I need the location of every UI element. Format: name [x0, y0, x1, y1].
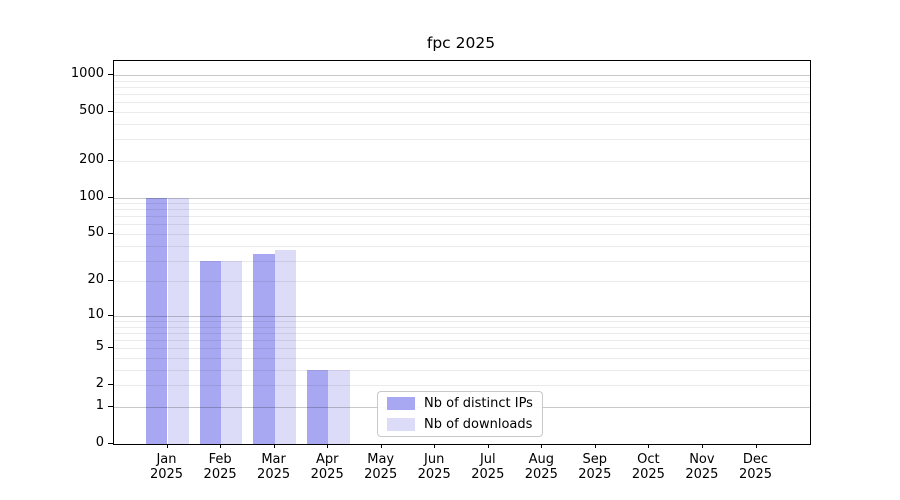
x-tick-label-jan: Jan 2025 — [149, 452, 184, 482]
x-tick-mark — [166, 444, 168, 448]
y-tick-mark — [108, 384, 113, 386]
y-tick-mark — [108, 233, 113, 234]
y-tick-label: 100 — [79, 188, 104, 204]
y-tick-mark — [108, 159, 113, 161]
y-tick-label: 0 — [95, 435, 104, 450]
legend-swatch-downloads — [387, 418, 415, 431]
y-tick-mark — [108, 280, 113, 282]
x-tick-label-dec: Dec 2025 — [738, 452, 773, 482]
x-tick-mark — [380, 444, 382, 448]
y-tick-label: 500 — [79, 102, 104, 118]
bar-apr-distinct-ips — [306, 369, 329, 444]
x-tick-label-apr: Apr 2025 — [310, 452, 344, 482]
x-tick-label-aug: Aug 2025 — [524, 452, 558, 482]
x-tick-mark — [648, 444, 650, 448]
legend-swatch-distinct-ips — [387, 397, 415, 410]
x-tick-label-jun: Jun 2025 — [417, 452, 451, 482]
x-tick-mark — [701, 444, 703, 448]
x-tick-mark — [220, 444, 222, 448]
x-tick-label-jul: Jul 2025 — [471, 452, 505, 482]
x-tick-mark — [487, 444, 489, 448]
legend: Nb of distinct IPs Nb of downloads — [377, 391, 543, 437]
legend-entry: Nb of distinct IPs — [387, 395, 533, 411]
legend-entry: Nb of downloads — [387, 416, 533, 432]
x-tick-mark — [273, 444, 275, 448]
x-tick-mark — [541, 444, 543, 448]
bar-feb-distinct-ips — [199, 260, 222, 444]
bar-jan-distinct-ips — [146, 197, 168, 444]
bar-feb-downloads — [221, 260, 243, 444]
y-tick-label: 1000 — [70, 65, 104, 81]
y-tick-mark — [108, 314, 113, 316]
bar-mar-downloads — [274, 249, 296, 444]
y-tick-label: 10 — [87, 306, 104, 322]
y-tick-mark — [108, 347, 113, 349]
y-tick-mark — [108, 110, 113, 112]
legend-label: Nb of downloads — [424, 416, 533, 432]
y-tick-label: 1 — [95, 398, 104, 413]
y-tick-label: 200 — [79, 151, 104, 167]
chart-title: fpc 2025 — [426, 34, 496, 52]
x-tick-label-mar: Mar 2025 — [257, 452, 291, 482]
x-tick-mark — [594, 444, 596, 448]
legend-label: Nb of distinct IPs — [424, 395, 533, 411]
bar-apr-downloads — [328, 369, 350, 444]
plot-area — [113, 60, 811, 445]
x-tick-label-sep: Sep 2025 — [578, 452, 612, 482]
bars-layer — [114, 61, 810, 444]
y-tick-label: 20 — [87, 272, 104, 288]
x-tick-label-nov: Nov 2025 — [685, 452, 719, 482]
y-tick-mark — [108, 73, 113, 75]
y-tick-label: 5 — [95, 339, 104, 355]
x-tick-label-may: May 2025 — [364, 452, 398, 482]
x-tick-mark — [327, 444, 329, 448]
bar-mar-distinct-ips — [253, 254, 275, 444]
y-tick-label: 2 — [95, 376, 104, 392]
y-tick-mark — [108, 406, 113, 407]
x-tick-label-oct: Oct 2025 — [631, 452, 665, 482]
y-tick-label: 50 — [87, 225, 104, 240]
y-tick-mark — [108, 443, 113, 444]
x-tick-mark — [755, 444, 757, 448]
y-tick-mark — [108, 196, 113, 198]
x-tick-label-feb: Feb 2025 — [203, 452, 237, 482]
bar-jan-downloads — [167, 197, 189, 444]
x-tick-mark — [434, 444, 436, 448]
